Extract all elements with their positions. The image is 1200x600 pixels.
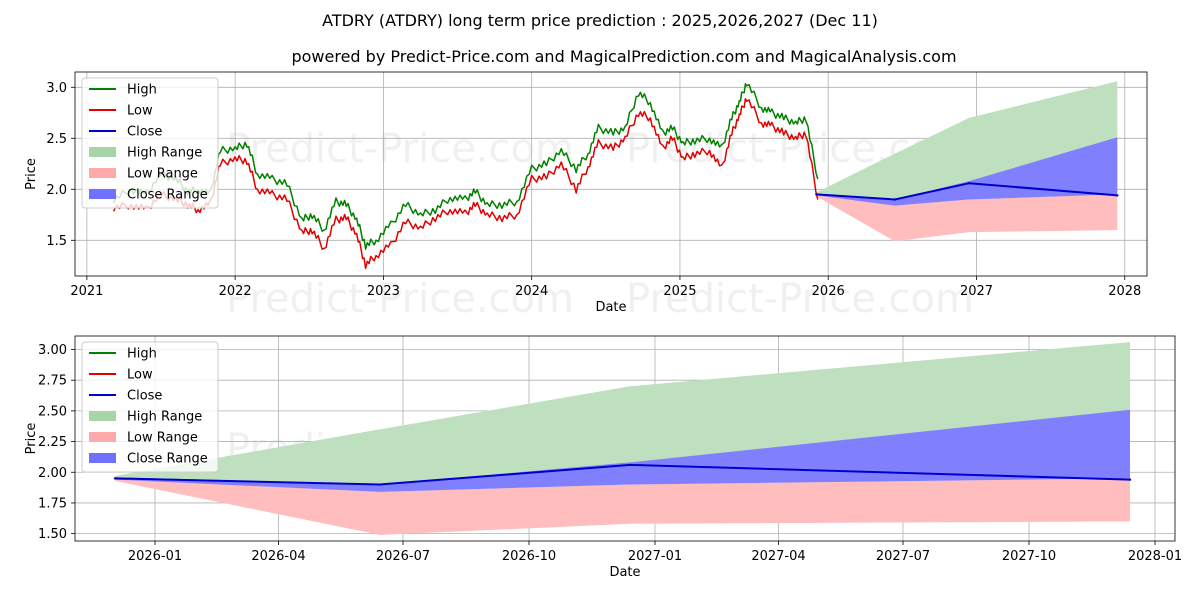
close-forecast-point	[628, 463, 632, 467]
y-tick-label: 2.5	[46, 132, 67, 147]
watermark-text: Predict-Price.com	[626, 276, 974, 322]
legend-swatch-low-range	[89, 432, 116, 442]
legend-label: Close Range	[127, 188, 208, 203]
legend-label: Low Range	[127, 167, 198, 182]
x-tick-label: 2021	[70, 284, 103, 299]
x-tick-label: 2026-01	[128, 549, 182, 564]
watermark-text: Predict-Price.com	[226, 276, 574, 322]
legend-swatch-close-range	[89, 453, 116, 463]
legend-label: High Range	[127, 146, 202, 161]
y-tick-label: 3.0	[46, 81, 67, 96]
legend-label: Close Range	[127, 452, 208, 467]
y-axis-label: Price	[24, 423, 39, 455]
close-forecast-point	[113, 477, 117, 480]
y-axis-label: Price	[24, 158, 39, 190]
low-range-band	[816, 194, 1118, 242]
legend-swatch-low-range	[89, 168, 116, 178]
x-tick-label: 2026	[812, 284, 845, 299]
y-tick-label: 2.0	[46, 183, 67, 198]
x-tick-label: 2028-01	[1128, 549, 1182, 564]
legend-label: Close	[127, 125, 162, 140]
y-tick-label: 3.00	[38, 343, 67, 358]
legend-swatch-close-range	[89, 189, 116, 199]
x-tick-label: 2027-01	[628, 549, 682, 564]
close-forecast-line	[816, 182, 1118, 201]
legend-label: Low	[127, 104, 153, 119]
legend-label: Low	[127, 368, 153, 383]
legend-label: Close	[127, 389, 162, 404]
chart-title: ATDRY (ATDRY) long term price prediction…	[322, 11, 878, 30]
y-tick-label: 2.75	[38, 374, 67, 389]
x-axis-label: Date	[609, 565, 640, 580]
x-tick-label: 2023	[367, 284, 400, 299]
x-tick-label: 2027	[960, 284, 993, 299]
bottom-panel: Predict-Price.comPredict-Price.com2026-0…	[24, 335, 1182, 580]
close-forecast-line	[114, 463, 1131, 486]
low-price-line	[112, 97, 819, 270]
x-axis-label: Date	[595, 300, 626, 315]
x-tick-label: 2022	[219, 284, 252, 299]
y-tick-label: 1.5	[46, 234, 67, 249]
x-tick-label: 2027-04	[751, 549, 805, 564]
top-panel: Predict-Price.com Predict-Price.com Predic…	[24, 71, 1148, 322]
chart-subtitle: powered by Predict-Price.com and Magical…	[291, 47, 956, 66]
x-tick-label: 2026-04	[251, 549, 305, 564]
legend-label: Low Range	[127, 431, 198, 446]
x-tick-label: 2025	[663, 284, 696, 299]
y-tick-label: 2.50	[38, 404, 67, 419]
plot-frame	[74, 71, 1148, 277]
low-range-band	[115, 478, 1130, 535]
x-tick-label: 2028	[1108, 284, 1141, 299]
close-forecast-point	[378, 483, 382, 486]
x-tick-label: 2026-10	[502, 549, 556, 564]
close-forecast-point	[1128, 478, 1132, 481]
y-tick-label: 2.25	[38, 435, 67, 450]
high-price-line	[112, 83, 819, 250]
legend-swatch-high-range	[89, 147, 116, 157]
close-forecast-point	[1116, 194, 1119, 197]
legend-label: High Range	[127, 410, 202, 425]
close-forecast-point	[893, 198, 897, 201]
y-tick-label: 1.75	[38, 496, 67, 511]
x-tick-label: 2026-07	[376, 549, 430, 564]
y-tick-label: 1.50	[38, 527, 67, 542]
close-forecast-point	[967, 181, 971, 185]
legend-swatch-high-range	[89, 411, 116, 421]
x-tick-label: 2027-07	[876, 549, 930, 564]
plot-frame	[74, 335, 1176, 542]
legend-label: High	[127, 347, 157, 362]
x-tick-label: 2024	[515, 284, 548, 299]
watermark-text: Predict-Price.com	[226, 126, 574, 172]
y-tick-label: 2.00	[38, 466, 67, 481]
close-forecast-point	[815, 193, 818, 196]
legend-label: High	[127, 83, 157, 98]
x-tick-label: 2027-10	[1002, 549, 1056, 564]
